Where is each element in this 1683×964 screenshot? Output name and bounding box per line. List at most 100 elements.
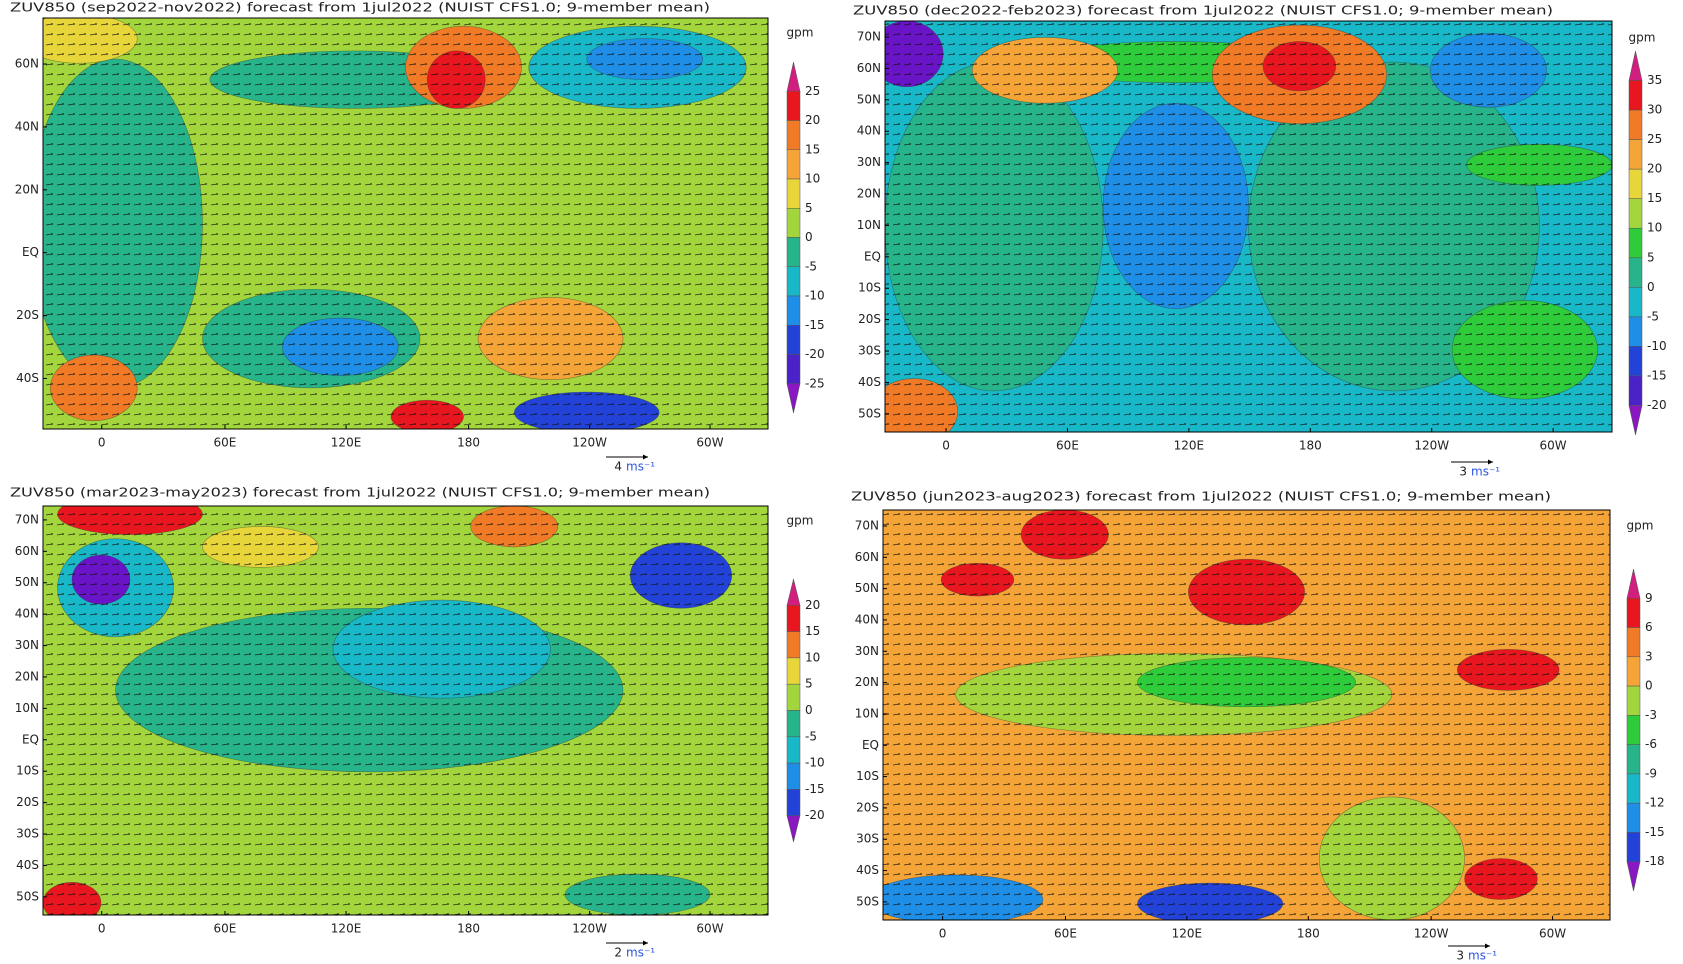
lon-label: 120W [572, 436, 607, 450]
lat-label: 20N [15, 669, 39, 683]
lon-label: 180 [457, 922, 480, 936]
colorbar-tick-label: 20 [805, 598, 820, 612]
lat-label: 10N [15, 701, 39, 715]
ref-magnitude: 3 [1456, 949, 1464, 963]
colorbar-segment [1628, 168, 1643, 199]
lat-label: 30S [858, 344, 881, 358]
lat-label: 40S [16, 371, 39, 385]
colorbar-segment [1628, 80, 1643, 111]
colorbar-segment [1626, 832, 1641, 862]
lon-label: 180 [1299, 439, 1322, 453]
colorbar-segment [786, 710, 801, 738]
lat-label: 60N [15, 544, 39, 558]
lat-label: EQ [22, 732, 39, 746]
colorbar-cap [786, 61, 801, 92]
ref-unit: ms⁻¹ [1468, 949, 1497, 963]
colorbar-segment [1628, 316, 1643, 347]
colorbar-segment [1628, 198, 1643, 229]
unit-label: gpm [787, 514, 814, 528]
colorbar-segment [1626, 773, 1641, 804]
colorbar-segment [786, 605, 801, 632]
wind-vectors [883, 510, 1610, 920]
lat-label: 20S [16, 308, 39, 322]
colorbar-tick-label: -3 [1645, 708, 1657, 722]
lat-label: 50S [16, 889, 39, 903]
colorbar-segment [786, 208, 801, 238]
colorbar-segment [786, 683, 801, 711]
colorbar-tick-label: -10 [1647, 339, 1667, 353]
colorbar-tick-label: 0 [1645, 679, 1653, 693]
lat-label: 10N [857, 218, 881, 232]
lon-label: 60E [1054, 927, 1077, 941]
lat-label: 30N [857, 155, 881, 169]
ref-arrow-head [643, 940, 648, 946]
lat-label: 20N [15, 182, 39, 196]
lon-label: 60W [696, 436, 723, 450]
lat-label: 40S [858, 375, 881, 389]
colorbar-tick-label: 6 [1645, 620, 1653, 634]
unit-label: gpm [1627, 519, 1654, 533]
colorbar-segment [1626, 685, 1641, 716]
colorbar-segment [1626, 715, 1641, 745]
colorbar-tick-label: -10 [805, 289, 825, 303]
lat-label: 40N [855, 612, 879, 626]
colorbar-tick-label: -5 [805, 259, 817, 273]
lon-label: 0 [98, 436, 106, 450]
lon-label: 60E [1056, 439, 1079, 453]
panel: ZUV850 (mar2023-may2023) forecast from 1… [10, 485, 825, 960]
colorbar-tick-label: -6 [1645, 737, 1657, 751]
map-frame [882, 509, 1611, 921]
lat-label: 30S [16, 827, 39, 841]
lat-label: 20S [858, 312, 881, 326]
map [883, 510, 1610, 920]
colorbar-cap [1626, 568, 1641, 599]
lat-label: 50S [856, 894, 879, 908]
colorbar-segment [1626, 656, 1641, 687]
colorbar-segment [786, 266, 801, 297]
panel: ZUV850 (dec2022-feb2023) forecast from 1… [853, 3, 1667, 479]
colorbar-segment [786, 178, 801, 209]
lon-label: 120W [1414, 927, 1449, 941]
colorbar-tick-label: 9 [1645, 591, 1653, 605]
colorbar-tick-label: 15 [805, 624, 820, 638]
lat-label: 60N [15, 57, 39, 71]
lat-label: 40N [857, 124, 881, 138]
lat-label: 30N [855, 644, 879, 658]
lat-label: 70N [857, 30, 881, 44]
colorbar-tick-label: 25 [1647, 132, 1662, 146]
lon-label: 0 [942, 439, 950, 453]
map-frame [42, 505, 769, 916]
lat-label: 10S [16, 764, 39, 778]
colorbar-segment [1626, 627, 1641, 658]
colorbar-tick-label: -15 [1647, 368, 1667, 382]
ref-unit: ms⁻¹ [626, 460, 655, 474]
colorbar-segment [1628, 375, 1643, 406]
wind-vectors [43, 18, 768, 429]
lat-label: 20S [16, 795, 39, 809]
lat-label: 10S [856, 769, 879, 783]
wind-vectors [43, 506, 768, 915]
lon-label: 60W [696, 922, 723, 936]
colorbar-tick-label: -20 [1647, 398, 1667, 412]
colorbar-segment [786, 237, 801, 267]
colorbar-segment [1626, 598, 1641, 628]
colorbar-tick-label: -20 [805, 808, 825, 822]
colorbar-tick-label: 0 [1647, 280, 1655, 294]
colorbar-tick-label: -9 [1645, 766, 1657, 780]
lat-label: 30N [15, 638, 39, 652]
panel-title: ZUV850 (jun2023-aug2023) forecast from 1… [851, 489, 1551, 504]
colorbar-cap [1626, 861, 1641, 892]
colorbar-segment [786, 120, 801, 150]
colorbar-tick-label: -20 [805, 347, 825, 361]
colorbar-tick-label: -15 [805, 318, 825, 332]
colorbar-tick-label: 20 [1647, 162, 1662, 176]
colorbar-segment [786, 149, 801, 180]
colorbar-segment [1628, 287, 1643, 318]
unit-label: gpm [787, 26, 814, 40]
colorbar-segment [786, 325, 801, 355]
panel-title: ZUV850 (sep2022-nov2022) forecast from 1… [10, 0, 710, 15]
lon-label: 0 [939, 927, 947, 941]
colorbar-segment [786, 354, 801, 384]
colorbar-tick-label: -18 [1645, 854, 1665, 868]
lat-label: EQ [22, 245, 39, 259]
